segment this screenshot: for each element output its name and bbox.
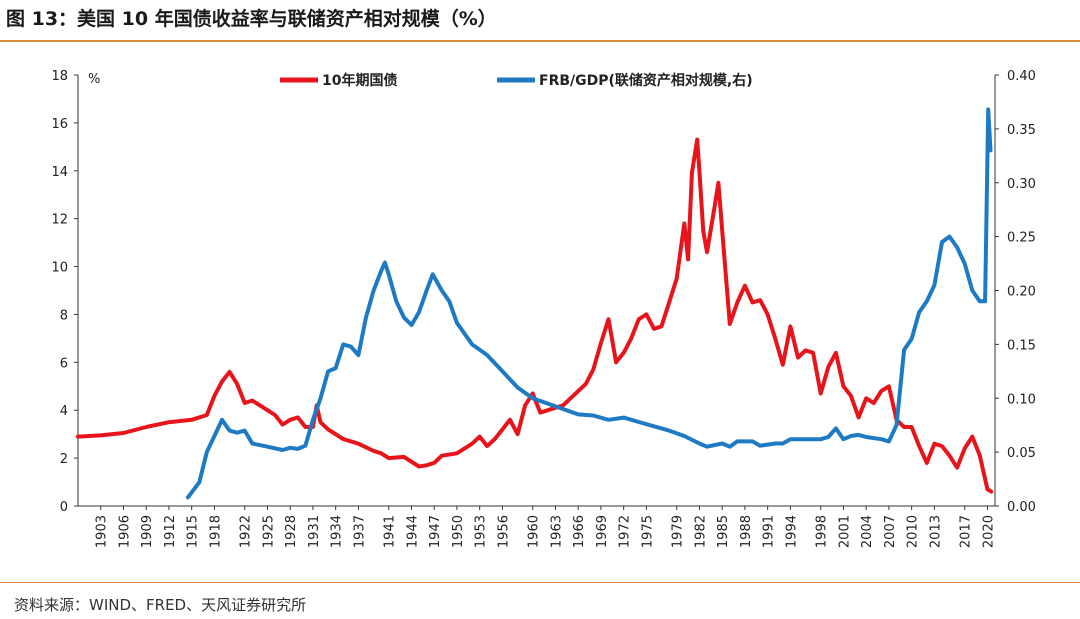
x-tick-label: 2007: [883, 515, 898, 548]
x-tick-label: 1985: [716, 515, 731, 548]
x-tick-label: 1915: [186, 515, 201, 548]
x-tick-label: 2017: [959, 515, 974, 548]
x-tick-label: 1979: [671, 515, 686, 548]
right-tick-label: 0.15: [1007, 338, 1036, 353]
x-tick-label: 1966: [572, 515, 587, 548]
x-tick-label: 1950: [451, 515, 466, 548]
x-tick-label: 1937: [352, 515, 367, 548]
left-tick-label: 2: [60, 452, 68, 467]
bottom-rule: [0, 582, 1080, 583]
x-tick-label: 1956: [496, 515, 511, 548]
right-tick-label: 0.30: [1007, 177, 1036, 192]
right-tick-label: 0.20: [1007, 285, 1036, 300]
right-tick-label: 0.05: [1007, 446, 1036, 461]
top-rule: [0, 40, 1080, 42]
x-tick-label: 1982: [693, 515, 708, 548]
x-tick-label: 1944: [405, 515, 420, 548]
x-tick-label: 2001: [837, 515, 852, 548]
x-tick-label: 1960: [527, 515, 542, 548]
x-tick-label: 1998: [815, 515, 830, 548]
x-tick-label: 1903: [95, 515, 110, 548]
left-tick-label: 4: [60, 404, 68, 419]
right-tick-label: 0.40: [1007, 69, 1036, 84]
left-tick-label: 12: [51, 213, 68, 228]
right-tick-label: 0.10: [1007, 392, 1036, 407]
x-tick-label: 2004: [860, 515, 875, 548]
source-note: 资料来源：WIND、FRED、天风证券研究所: [14, 596, 307, 614]
x-tick-label: 1941: [383, 515, 398, 548]
x-tick-label: 1972: [618, 515, 633, 548]
x-tick-label: 1994: [784, 515, 799, 548]
left-tick-label: 14: [51, 165, 68, 180]
x-tick-label: 1988: [739, 515, 754, 548]
x-tick-label: 1934: [330, 515, 345, 548]
x-tick-label: 1991: [762, 515, 777, 548]
x-tick-label: 1922: [239, 515, 254, 548]
x-tick-label: 2020: [981, 515, 996, 548]
left-tick-label: 10: [51, 261, 68, 276]
x-tick-label: 1906: [117, 515, 132, 548]
left-tick-label: 0: [60, 500, 68, 515]
right-tick-label: 0.25: [1007, 231, 1036, 246]
x-tick-label: 1928: [284, 515, 299, 548]
frb-series-line: [185, 107, 993, 500]
left-tick-label: 6: [60, 356, 68, 371]
x-tick-label: 1947: [428, 515, 443, 548]
x-tick-label: 1975: [640, 515, 655, 548]
x-tick-label: 1953: [474, 515, 489, 548]
x-tick-label: 1931: [307, 515, 322, 548]
chart-canvas: 0 2 4 6 8 10 12 14 16 18 % 0.00 0.05 0.10 0.15 0.20 0.25…: [51, 69, 1036, 548]
x-tick-label: 1909: [140, 515, 155, 548]
chart-title: 图 13：美国 10 年国债收益率与联储资产相对规模（%）: [6, 8, 497, 30]
left-tick-label: 16: [51, 117, 68, 132]
x-tick-label: 2013: [928, 515, 943, 548]
yield-series-line: [76, 137, 994, 494]
left-tick-label: 18: [51, 69, 68, 84]
x-tick-label: 1912: [163, 515, 178, 548]
x-tick-label: 1969: [595, 515, 610, 548]
right-tick-label: 0.35: [1007, 123, 1036, 138]
legend-yield-label: 10年期国债: [322, 72, 397, 89]
x-tick-label: 1918: [208, 515, 223, 548]
right-tick-label: 0.00: [1007, 500, 1036, 515]
left-tick-label: 8: [60, 308, 68, 323]
x-tick-label: 2010: [906, 515, 921, 548]
x-tick-label: 1963: [549, 515, 564, 548]
legend-frb-label: FRB/GDP(联储资产相对规模,右): [539, 72, 753, 89]
left-axis-unit: %: [88, 72, 100, 87]
x-tick-label: 1925: [261, 515, 276, 548]
